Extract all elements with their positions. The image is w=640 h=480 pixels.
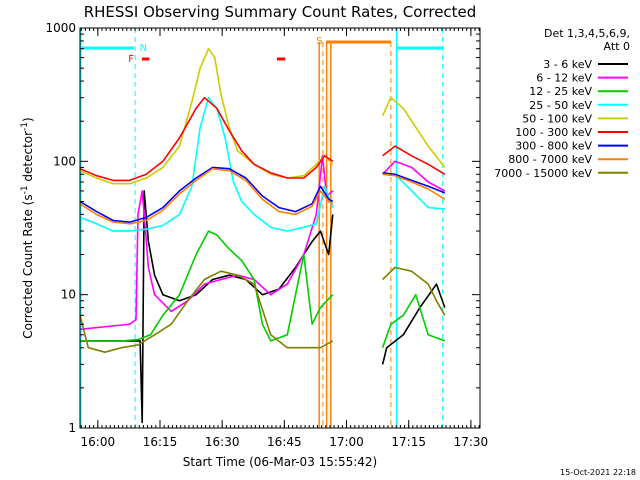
tick-layer: 1 10 100 1000 16:00 16:15 16:30 16:45 17:00 17:15…	[45, 21, 488, 449]
x-tick-label-1: 16:15	[143, 435, 178, 449]
series-8-line-1	[382, 266, 446, 316]
series-7	[79, 167, 446, 225]
y-tick-label-1: 10	[61, 288, 76, 302]
series-5-line-1	[382, 145, 446, 175]
legend-label-2: 12 - 25 keV	[529, 85, 592, 98]
series-0-line-0	[80, 190, 334, 424]
x-tick-label-4: 17:00	[329, 435, 364, 449]
y-tick-label-2: 100	[53, 154, 76, 168]
series-8	[79, 266, 446, 353]
legend-header-attenuator: Att 0	[604, 40, 630, 53]
y-axis-label: Corrected Count Rate (s-1 detector-1)	[20, 117, 35, 338]
series-6	[79, 166, 446, 223]
legend-label-0: 3 - 6 keV	[543, 58, 592, 71]
series-2-line-1	[381, 293, 446, 348]
series-2	[80, 230, 446, 348]
flag-s-label: S	[316, 36, 322, 47]
legend-label-5: 100 - 300 keV	[515, 126, 592, 139]
x-axis-label: Start Time (06-Mar-03 15:55:42)	[183, 455, 377, 469]
series-4	[79, 47, 446, 185]
chart-title: RHESSI Observing Summary Count Rates, Co…	[84, 3, 477, 21]
series-6-line-1	[382, 172, 446, 194]
series-0-line-1	[381, 283, 446, 365]
legend-label-3: 25 - 50 keV	[529, 99, 592, 112]
x-tick-label-0: 16:00	[81, 435, 116, 449]
legend-label-7: 800 - 7000 keV	[508, 153, 592, 166]
series-0	[80, 190, 446, 424]
legend-label-8: 7000 - 15000 keV	[494, 167, 592, 180]
series-4-line-0	[79, 47, 334, 185]
annotation-lines: FN S	[80, 28, 444, 428]
flag-f-label: F	[128, 54, 134, 65]
footer-timestamp: 15-Oct-2021 22:18	[560, 468, 636, 477]
series-1	[79, 155, 446, 331]
series-2-line-0	[80, 230, 334, 342]
series-7-line-1	[382, 173, 446, 200]
legend-label-1: 6 - 12 keV	[536, 72, 592, 85]
legend-header-detectors: Det 1,3,4,5,6,9,	[544, 27, 630, 40]
y-tick-label-3: 1000	[45, 21, 76, 35]
x-tick-label-3: 16:45	[267, 435, 302, 449]
series-layer	[79, 47, 446, 424]
x-tick-label-6: 17:30	[454, 435, 489, 449]
series-4-line-1	[381, 96, 446, 168]
series-8-line-0	[79, 270, 334, 353]
flag-n-label: N	[140, 43, 147, 54]
series-5	[79, 96, 446, 182]
series-5-line-0	[79, 96, 334, 182]
y-tick-label-0: 1	[68, 421, 76, 435]
series-1-line-0	[79, 155, 334, 331]
series-7-line-0	[79, 167, 334, 225]
x-tick-label-2: 16:30	[205, 435, 240, 449]
series-1-line-1	[382, 160, 446, 192]
legend-label-6: 300 - 800 keV	[515, 140, 592, 153]
legend-label-4: 50 - 100 keV	[522, 112, 592, 125]
series-6-line-0	[79, 166, 334, 223]
x-tick-label-5: 17:15	[391, 435, 426, 449]
